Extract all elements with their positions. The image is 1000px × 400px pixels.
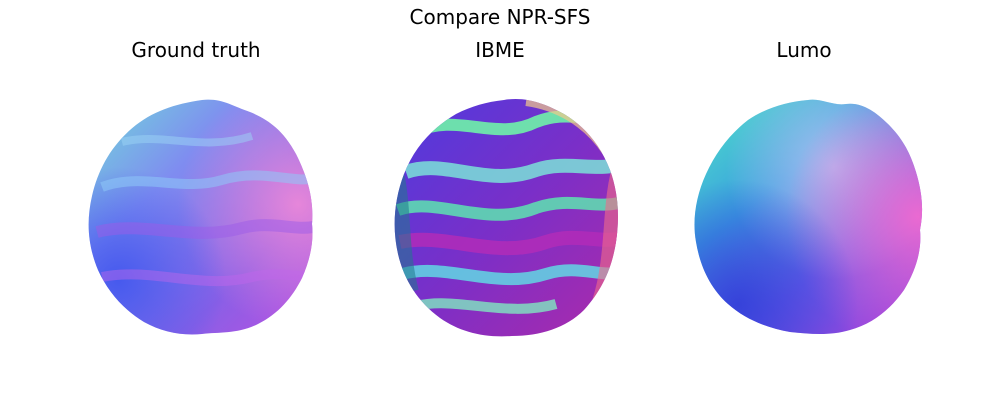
- ground-truth-normal-map: [88, 99, 313, 335]
- panel-title-ground-truth: Ground truth: [131, 38, 261, 62]
- panel-title-lumo: Lumo: [776, 38, 832, 62]
- lumo-normal-map: [694, 99, 923, 335]
- panel-title-ibme: IBME: [475, 38, 525, 62]
- ibme-normal-map: [394, 98, 618, 337]
- figure-title: Compare NPR-SFS: [409, 5, 591, 29]
